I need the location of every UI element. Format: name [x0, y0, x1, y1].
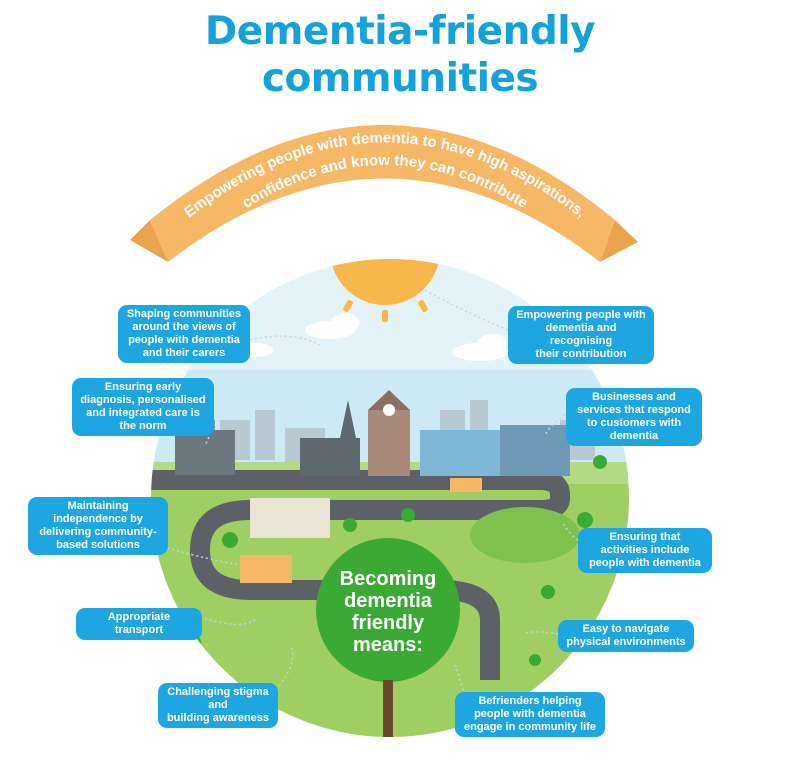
callout-line: Appropriate transport — [107, 611, 171, 636]
callout-line: and integrated care is — [86, 407, 200, 419]
callout-empowering-people: Empowering people with dementia and reco… — [508, 306, 654, 364]
callout-early-diagnosis: Ensuring early diagnosis, personalised a… — [72, 378, 214, 436]
town-buildings — [175, 390, 570, 583]
callout-line: dementia and recognising — [545, 322, 617, 347]
center-label-line-2: dementia — [344, 590, 432, 612]
callout-shaping-communities: Shaping communities around the views of … — [118, 305, 250, 363]
globe — [150, 258, 630, 738]
callout-line: around the views of — [132, 321, 236, 333]
callout-line: Befrienders helping — [478, 695, 582, 707]
callout-line: and their carers — [142, 347, 226, 359]
callout-line: physical environments — [566, 636, 686, 648]
callout-line: dementia — [609, 430, 659, 442]
center-circle — [316, 538, 460, 682]
callout-line: Easy to navigate — [582, 623, 670, 635]
callout-line: the norm — [119, 420, 167, 432]
banner-ribbon — [150, 125, 615, 262]
callout-line: people with dementia — [474, 708, 586, 720]
callout-challenging-stigma: Challenging stigma and building awarenes… — [158, 683, 278, 728]
callout-easy-navigate: Easy to navigate physical environments — [558, 620, 694, 652]
callout-line: Businesses and — [592, 391, 676, 403]
callout-line: independence by — [53, 513, 143, 525]
sun — [330, 258, 440, 305]
callout-line: based solutions — [56, 539, 140, 551]
callout-line: people with dementia — [128, 334, 240, 346]
connectors — [166, 289, 579, 696]
callout-line: building awareness — [166, 712, 270, 724]
car — [450, 478, 482, 492]
banner-tail-right — [600, 220, 638, 262]
callout-line: Challenging stigma and — [167, 686, 269, 711]
callout-line: Ensuring that — [609, 531, 681, 543]
callout-line: delivering community- — [39, 526, 157, 538]
callout-line: Empowering people with — [516, 309, 646, 321]
callout-line: Ensuring early — [104, 381, 182, 393]
center-label: Becoming dementia friendly means: — [318, 568, 458, 656]
callout-line: Maintaining — [67, 500, 129, 512]
callout-line: their contribution — [535, 348, 627, 360]
center-label-line-4: means: — [352, 634, 424, 656]
callout-line: to customers with — [586, 417, 682, 429]
callout-appropriate-transport: Appropriate transport — [76, 608, 202, 640]
callout-line: engage in community life — [463, 721, 597, 733]
callout-line: people with dementia — [589, 557, 701, 569]
callout-businesses-services: Businesses and services that respond to … — [566, 388, 702, 446]
bus — [240, 555, 292, 583]
center-label-line-3: friendly — [351, 612, 425, 634]
activity-group — [470, 507, 580, 563]
banner-tail-left — [130, 220, 168, 262]
callout-line: services that respond — [577, 404, 691, 416]
callout-line: diagnosis, personalised — [80, 394, 206, 406]
callout-line: activities include — [600, 544, 690, 556]
callout-line: Shaping communities — [126, 308, 242, 320]
callout-activities-include: Ensuring that activities include people … — [578, 528, 712, 573]
sun-rays — [343, 300, 428, 322]
callout-maintaining-independence: Maintaining independence by delivering c… — [28, 497, 168, 555]
page-title: Dementia-friendly communities — [0, 8, 800, 102]
title-line-1: Dementia-friendly — [204, 9, 596, 54]
center-label-line-1: Becoming — [339, 568, 437, 590]
clouds — [237, 313, 508, 361]
callout-befrienders: Befrienders helping people with dementia… — [455, 692, 605, 737]
title-line-2: communities — [261, 56, 539, 101]
